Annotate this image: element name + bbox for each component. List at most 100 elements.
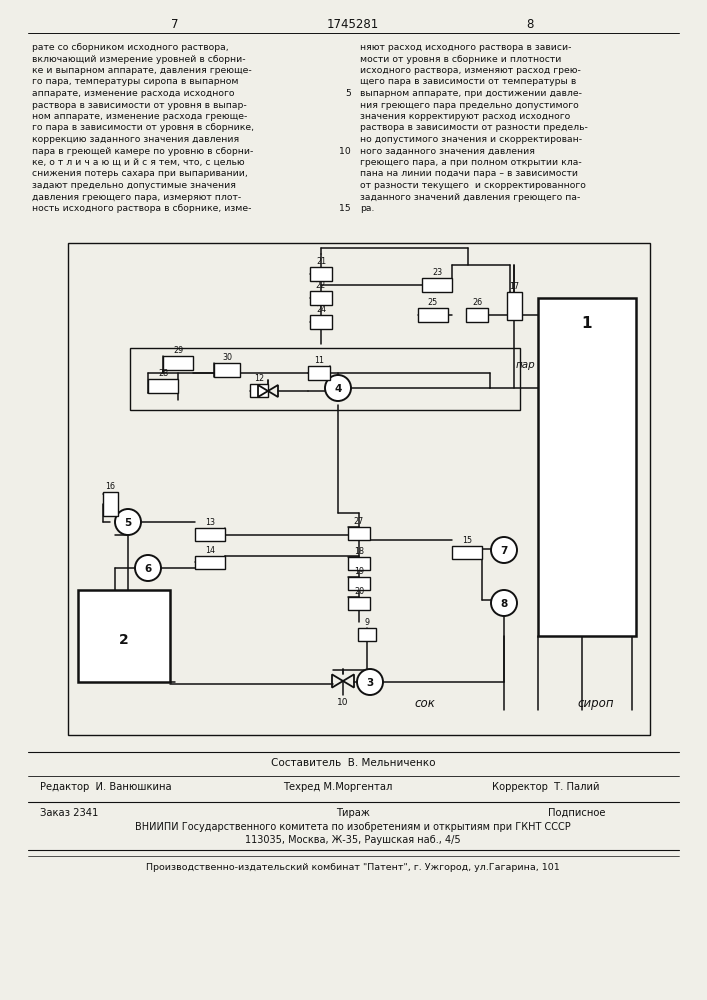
- Text: 18: 18: [354, 547, 364, 556]
- Text: 12: 12: [254, 374, 264, 383]
- Bar: [538, 298, 636, 636]
- Text: рате со сборником исходного раствора,: рате со сборником исходного раствора,: [32, 43, 228, 52]
- Text: 25: 25: [428, 298, 438, 307]
- Text: 29: 29: [173, 346, 183, 355]
- Text: Техред М.Моргентал: Техред М.Моргентал: [283, 782, 392, 792]
- Text: щего пара в зависимости от температуры в: щего пара в зависимости от температуры в: [360, 78, 576, 87]
- Circle shape: [325, 375, 351, 401]
- Bar: [358, 628, 376, 641]
- Text: 21: 21: [316, 257, 326, 266]
- Text: 19: 19: [354, 567, 364, 576]
- Text: 15: 15: [462, 536, 472, 545]
- Text: исходного раствора, изменяют расход грею-: исходного раствора, изменяют расход грею…: [360, 66, 581, 75]
- Circle shape: [357, 669, 383, 695]
- Text: 7: 7: [501, 546, 508, 556]
- Text: ке, о т л и ч а ю щ и й с я тем, что, с целью: ке, о т л и ч а ю щ и й с я тем, что, с …: [32, 158, 245, 167]
- Bar: [195, 556, 225, 569]
- Text: мости от уровня в сборнике и плотности: мости от уровня в сборнике и плотности: [360, 54, 561, 64]
- Text: ния греющего пара предельно допустимого: ния греющего пара предельно допустимого: [360, 101, 579, 109]
- Text: снижения потерь сахара при выпаривании,: снижения потерь сахара при выпаривании,: [32, 169, 247, 178]
- Text: 22: 22: [316, 281, 326, 290]
- Text: Подписное: Подписное: [548, 808, 605, 818]
- Text: ра.: ра.: [360, 204, 375, 213]
- Text: сироп: сироп: [578, 697, 614, 710]
- Text: 3: 3: [366, 678, 373, 688]
- Bar: [452, 546, 482, 559]
- Bar: [507, 292, 522, 320]
- Text: сок: сок: [414, 697, 436, 710]
- Text: 8: 8: [526, 18, 534, 31]
- Bar: [418, 308, 448, 322]
- Text: 9: 9: [364, 618, 370, 627]
- Text: Тираж: Тираж: [336, 808, 370, 818]
- Bar: [310, 267, 332, 281]
- Text: давления греющего пара, измеряют плот-: давления греющего пара, измеряют плот-: [32, 192, 241, 202]
- Text: 16: 16: [105, 482, 115, 491]
- Text: ВНИИПИ Государственного комитета по изобретениям и открытиям при ГКНТ СССР: ВНИИПИ Государственного комитета по изоб…: [135, 822, 571, 832]
- Text: пар: пар: [516, 360, 536, 370]
- Text: греющего пара, а при полном открытии кла-: греющего пара, а при полном открытии кла…: [360, 158, 582, 167]
- Text: 23: 23: [432, 268, 442, 277]
- Bar: [348, 527, 370, 540]
- Bar: [78, 590, 170, 682]
- Text: аппарате, изменение расхода исходного: аппарате, изменение расхода исходного: [32, 89, 235, 98]
- Text: Редактор  И. Ванюшкина: Редактор И. Ванюшкина: [40, 782, 172, 792]
- Text: 5: 5: [124, 518, 132, 528]
- Text: 17: 17: [510, 282, 520, 291]
- Circle shape: [491, 590, 517, 616]
- Text: 30: 30: [222, 353, 232, 362]
- Text: 15: 15: [339, 204, 351, 213]
- Bar: [348, 577, 370, 590]
- Text: 14: 14: [205, 546, 215, 555]
- Circle shape: [115, 509, 141, 535]
- Bar: [130, 348, 520, 410]
- Text: ность исходного раствора в сборнике, изме-: ность исходного раствора в сборнике, изм…: [32, 204, 252, 213]
- Text: коррекцию заданного значения давления: коррекцию заданного значения давления: [32, 135, 239, 144]
- Text: 1745281: 1745281: [327, 18, 379, 31]
- Text: 113035, Москва, Ж-35, Раушская наб., 4/5: 113035, Москва, Ж-35, Раушская наб., 4/5: [245, 835, 461, 845]
- Text: ном аппарате, изменение расхода греюще-: ном аппарате, изменение расхода греюще-: [32, 112, 247, 121]
- Text: пара в греющей камере по уровню в сборни-: пара в греющей камере по уровню в сборни…: [32, 146, 253, 155]
- Text: от разности текущего  и скорректированного: от разности текущего и скорректированног…: [360, 181, 586, 190]
- Text: 5: 5: [345, 89, 351, 98]
- Bar: [195, 528, 225, 541]
- Text: 11: 11: [314, 356, 324, 365]
- Text: 10: 10: [337, 698, 349, 707]
- Bar: [68, 243, 650, 735]
- Bar: [308, 366, 330, 380]
- Bar: [466, 308, 488, 322]
- Bar: [214, 363, 240, 377]
- Bar: [310, 291, 332, 305]
- Bar: [348, 597, 370, 610]
- Text: Корректор  Т. Палий: Корректор Т. Палий: [492, 782, 600, 792]
- Bar: [422, 278, 452, 292]
- Text: го пара в зависимости от уровня в сборнике,: го пара в зависимости от уровня в сборни…: [32, 123, 254, 132]
- Circle shape: [491, 537, 517, 563]
- Text: го пара, температуры сиропа в выпарном: го пара, температуры сиропа в выпарном: [32, 78, 238, 87]
- Bar: [250, 384, 268, 397]
- Text: ке и выпарном аппарате, давления греюще-: ке и выпарном аппарате, давления греюще-: [32, 66, 252, 75]
- Text: 8: 8: [501, 599, 508, 609]
- Text: Заказ 2341: Заказ 2341: [40, 808, 98, 818]
- Text: задают предельно допустимые значения: задают предельно допустимые значения: [32, 181, 236, 190]
- Text: 1: 1: [582, 316, 592, 331]
- Bar: [310, 315, 332, 329]
- Text: 28: 28: [158, 369, 168, 378]
- Text: включающий измерение уровней в сборни-: включающий измерение уровней в сборни-: [32, 54, 245, 64]
- Text: 4: 4: [334, 384, 341, 394]
- Bar: [103, 492, 118, 516]
- Text: 13: 13: [205, 518, 215, 527]
- Text: Производственно-издательский комбинат "Патент", г. Ужгород, ул.Гагарина, 101: Производственно-издательский комбинат "П…: [146, 863, 560, 872]
- Bar: [163, 356, 193, 370]
- Text: раствора в зависимости от разности предель-: раствора в зависимости от разности преде…: [360, 123, 588, 132]
- Text: ного заданного значения давления: ного заданного значения давления: [360, 146, 535, 155]
- Text: раствора в зависимости от уровня в выпар-: раствора в зависимости от уровня в выпар…: [32, 101, 247, 109]
- Text: 26: 26: [472, 298, 482, 307]
- Text: няют расход исходного раствора в зависи-: няют расход исходного раствора в зависи-: [360, 43, 571, 52]
- Text: Составитель  В. Мельниченко: Составитель В. Мельниченко: [271, 758, 436, 768]
- Text: выпарном аппарате, при достижении давле-: выпарном аппарате, при достижении давле-: [360, 89, 582, 98]
- Bar: [148, 379, 178, 393]
- Text: 10: 10: [339, 146, 351, 155]
- Text: пана на линии подачи пара – в зависимости: пана на линии подачи пара – в зависимост…: [360, 169, 578, 178]
- Text: но допустимого значения и скорректирован-: но допустимого значения и скорректирован…: [360, 135, 582, 144]
